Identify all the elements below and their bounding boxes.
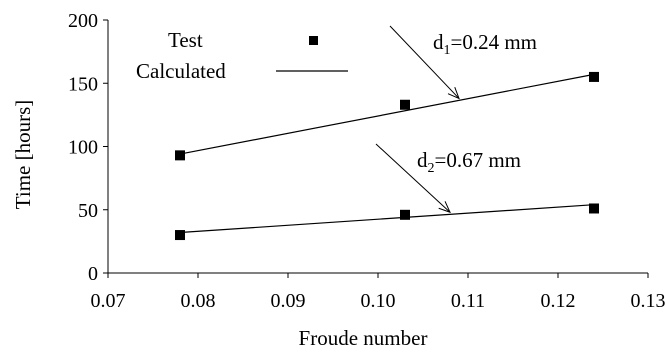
calculated-line-d1 [179,73,595,155]
y-tick-label: 0 [88,263,98,285]
test-marker-d2 [589,203,599,214]
annotation-d1: d1=0.24 mm [433,30,537,58]
annotation-arrow-line [375,143,451,213]
calculated-lines [179,73,595,234]
calculated-line-d2 [179,204,595,234]
x-axis-label: Froude number [299,326,428,350]
annotations: d1=0.24 mm d2=0.67 mm [375,25,537,214]
test-marker-d1 [400,99,410,110]
y-tick-label: 100 [68,137,98,159]
test-marker-d2 [175,230,185,241]
x-tick-label: 0.10 [361,290,396,312]
annotation-d2: d2=0.67 mm [417,148,521,176]
legend-test-marker [309,36,318,45]
test-markers [175,71,599,241]
legend: Test Calculated [136,28,348,83]
x-tick-label: 0.08 [181,290,216,312]
y-tick-label: 150 [68,73,98,95]
annotation-arrow-head [447,87,460,100]
x-tick-label: 0.07 [91,290,126,312]
legend-test-label: Test [168,28,203,52]
x-tick-label: 0.09 [271,290,306,312]
legend-calculated-label: Calculated [136,59,226,83]
y-axis-label: Time [hours] [11,100,35,209]
annotation-arrow-head [438,201,451,214]
test-marker-d1 [175,150,185,161]
y-tick-label: 50 [78,200,98,222]
x-tick-labels: 0.07 0.08 0.09 0.10 0.11 0.12 0.13 [91,273,665,312]
x-tick-label: 0.12 [541,290,576,312]
x-tick-label: 0.11 [451,290,485,312]
y-tick-labels: 0 50 100 150 200 [68,10,108,285]
annotation-arrow-line [389,25,460,99]
y-tick-label: 200 [68,10,98,32]
test-marker-d1 [589,71,599,82]
x-tick-label: 0.13 [631,290,665,312]
test-marker-d2 [400,209,410,220]
